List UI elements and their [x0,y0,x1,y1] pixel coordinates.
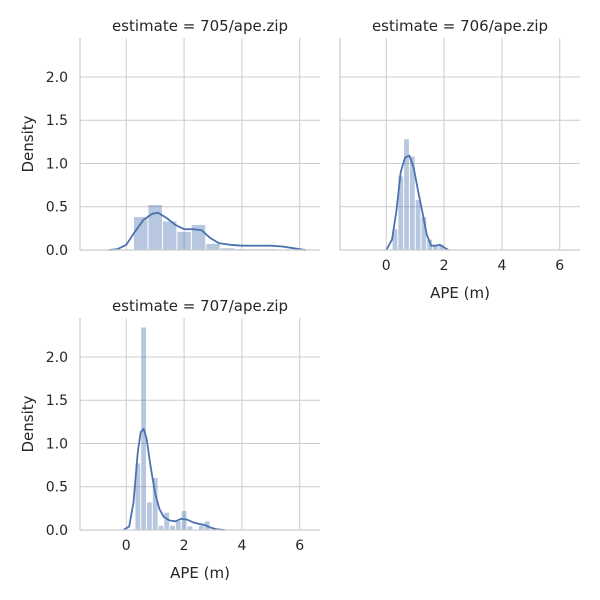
x-tick-label: 6 [555,258,564,274]
y-tick-label: 1.0 [46,436,68,452]
histogram-bar [175,521,181,530]
histogram-bar [164,512,170,530]
y-tick-label: 0.0 [46,523,68,539]
histogram-bar [438,244,444,250]
y-tick-label: 0.5 [46,480,68,496]
y-axis-label: Density [19,115,37,172]
histogram-bar [220,248,235,250]
x-tick-label: 6 [295,538,304,554]
panel-title: estimate = 705/ape.zip [112,17,288,35]
histogram-bar [433,246,438,250]
panel-title: estimate = 706/ape.zip [372,17,548,35]
y-tick-label: 2.0 [46,70,68,86]
x-tick-label: 0 [382,258,391,274]
histogram-bar [177,231,191,250]
y-tick-label: 2.0 [46,350,68,366]
histogram-bar [181,510,187,530]
histogram-bar [148,205,162,250]
panel-title: estimate = 707/ape.zip [112,297,288,315]
kde-curve [122,427,225,531]
facet-panel-1: 0.0 0.5 1.0 1.5 2.0 estimate = 705/ape.zip Den… [19,17,320,259]
x-axis-label: APE (m) [170,564,230,582]
facet-panel-3: 0 2 4 6 0.0 0.5 1.0 1.5 2.0 estimate = 707/ape.zi… [19,297,320,582]
x-tick-label: 0 [122,538,131,554]
y-tick-label: 0.5 [46,200,68,216]
histogram-bar [199,525,204,530]
y-tick-label: 0.0 [46,243,68,259]
y-tick-label: 1.0 [46,156,68,172]
histogram-bar [135,463,141,530]
y-tick-label: 1.5 [46,393,68,409]
histogram-bar [170,525,175,530]
kde-curve [108,211,306,251]
histogram-bar [147,502,152,530]
histogram-bar [427,239,433,250]
kde-curve [385,154,449,251]
histogram-bar [392,229,398,250]
y-tick-label: 1.5 [46,113,68,129]
histogram-bar [421,217,427,250]
histogram-bar [404,139,409,250]
histogram-bar [152,478,158,530]
x-tick-label: 4 [497,258,506,274]
histogram-bar [133,217,148,250]
y-axis-label: Density [19,395,37,452]
histogram-bar [158,525,164,530]
facet-panel-2: 0 2 4 6 estimate = 706/ape.zip APE (m) [339,17,580,302]
histogram-bar [415,199,421,250]
histogram-bar [206,243,220,250]
histogram-bar [409,156,415,250]
histogram-bar [162,221,177,250]
histogram-bar [187,526,193,530]
x-tick-label: 2 [440,258,449,274]
histogram-bar [398,176,404,250]
x-axis-label: APE (m) [430,284,490,302]
x-tick-label: 2 [180,538,189,554]
x-tick-label: 4 [237,538,246,554]
